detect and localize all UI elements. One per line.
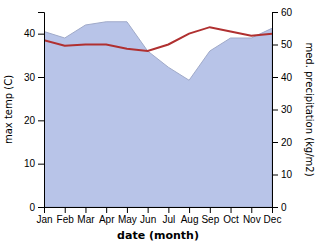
axis-line: [273, 13, 279, 208]
axis: 0 10 20 30 40 50 60: [272, 7, 293, 213]
tick: 10: [24, 158, 44, 169]
tick: Sep: [201, 207, 219, 225]
tick: Feb: [57, 207, 75, 225]
tick-mark: [148, 207, 149, 213]
tick-label: 10: [281, 169, 293, 180]
y-axis-title: max temp (C): [3, 75, 14, 144]
tick-label: Aug: [181, 214, 199, 225]
tick: 10: [272, 169, 293, 180]
tick-label: Jan: [36, 214, 52, 225]
tick-mark: [189, 207, 190, 213]
tick: Oct: [223, 207, 239, 225]
tick-mark: [272, 142, 278, 143]
tick: Jun: [140, 207, 156, 225]
tick-label: 20: [24, 115, 36, 126]
tick-mark: [106, 207, 107, 213]
tick: 40: [272, 72, 293, 83]
tick: Jul: [162, 207, 175, 225]
tick-mark: [38, 164, 44, 165]
tick-label: 30: [24, 72, 36, 83]
tick-label: Oct: [223, 214, 239, 225]
tick-label: Feb: [57, 214, 75, 225]
tick-mark: [251, 207, 252, 213]
tick-mark: [38, 77, 44, 78]
tick-mark: [210, 207, 211, 213]
tick-mark: [272, 110, 278, 111]
tick: 0: [272, 202, 287, 213]
tick-label: Jul: [162, 214, 175, 225]
tick-label: 40: [281, 72, 293, 83]
tick-label: Dec: [264, 214, 282, 225]
axis: 0 10 20 30 40: [24, 13, 45, 213]
marks: [44, 22, 272, 207]
plot: JanFebMarAprMayJunJulAugSepOctNovDec0102…: [3, 7, 315, 242]
tick-label: Sep: [201, 214, 219, 225]
tick: Jan: [36, 207, 52, 225]
area: [44, 22, 272, 207]
tick-mark: [272, 12, 278, 13]
tick: 20: [272, 137, 293, 148]
tick-label: 40: [24, 28, 36, 39]
tick-mark: [65, 207, 66, 213]
tick-mark: [272, 77, 278, 78]
tick: 30: [272, 104, 293, 115]
tick: Aug: [181, 207, 199, 225]
tick-mark: [38, 207, 44, 208]
tick: 20: [24, 115, 44, 126]
tick: 40: [24, 28, 44, 39]
tick-mark: [272, 45, 278, 46]
tick-label: 10: [24, 158, 36, 169]
tick-mark: [38, 120, 44, 121]
tick: 50: [272, 39, 293, 50]
tick-label: 0: [29, 202, 35, 213]
tick: Mar: [77, 207, 95, 225]
tick-label: 0: [281, 202, 287, 213]
line: [44, 27, 272, 51]
tick-label: 30: [281, 104, 293, 115]
tick: Nov: [243, 207, 261, 225]
tick: Dec: [264, 207, 282, 225]
tick-label: Apr: [99, 214, 115, 225]
tick: May: [118, 207, 137, 225]
tick: 30: [24, 72, 44, 83]
tick: 60: [272, 7, 293, 18]
tick-label: Mar: [77, 214, 95, 225]
axis: Jan FebMar AprMayJun Jul AugSep Oct NovDec: [36, 207, 281, 225]
tick-label: Jun: [140, 214, 156, 225]
tick-mark: [85, 207, 86, 213]
tick-mark: [168, 207, 169, 213]
tick-mark: [272, 175, 278, 176]
tick-mark: [272, 207, 278, 208]
axis-line: [45, 208, 273, 214]
tick-label: 60: [281, 7, 293, 18]
tick-label: Nov: [243, 214, 261, 225]
tick: 0: [29, 202, 44, 213]
tick: Apr: [99, 207, 115, 225]
tick-mark: [231, 207, 232, 213]
y2-axis-title: med. precipitation (kg/m2): [304, 42, 315, 176]
tick-mark: [38, 34, 44, 35]
tick-mark: [127, 207, 128, 213]
x-axis-title: date (month): [117, 229, 199, 242]
axis-line: [38, 13, 45, 208]
tick-label: 50: [281, 39, 293, 50]
tick-label: May: [118, 214, 137, 225]
tick-label: 20: [281, 137, 293, 148]
chart: JanFebMarAprMayJunJulAugSepOctNovDec0102…: [0, 0, 318, 247]
